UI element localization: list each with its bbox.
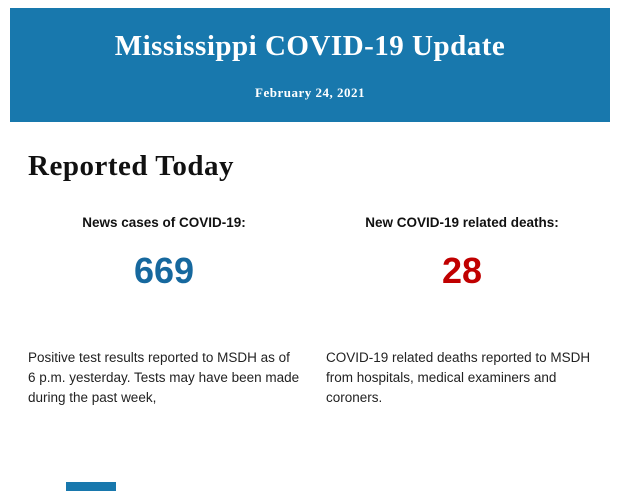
stats-columns: News cases of COVID-19: 669 Positive tes… bbox=[0, 215, 620, 408]
page-title: Mississippi COVID-19 Update bbox=[114, 30, 506, 62]
deaths-description: COVID-19 related deaths reported to MSDH… bbox=[326, 350, 591, 405]
deaths-value: 28 bbox=[441, 250, 483, 291]
stat-column-new-cases: News cases of COVID-19: 669 Positive tes… bbox=[28, 215, 300, 408]
new-cases-description: Positive test results reported to MSDH a… bbox=[28, 350, 300, 405]
stat-column-deaths: New COVID-19 related deaths: 28 COVID-19… bbox=[326, 215, 598, 408]
section-title: Reported Today bbox=[28, 150, 235, 182]
footer-partial-block bbox=[66, 482, 116, 491]
deaths-label: New COVID-19 related deaths: bbox=[365, 215, 559, 230]
header-banner: Mississippi COVID-19 Update February 24,… bbox=[10, 8, 610, 122]
header-date: February 24, 2021 bbox=[255, 85, 365, 100]
page: Mississippi COVID-19 Update February 24,… bbox=[0, 8, 620, 491]
new-cases-value: 669 bbox=[133, 250, 195, 291]
new-cases-label: News cases of COVID-19: bbox=[82, 215, 246, 230]
